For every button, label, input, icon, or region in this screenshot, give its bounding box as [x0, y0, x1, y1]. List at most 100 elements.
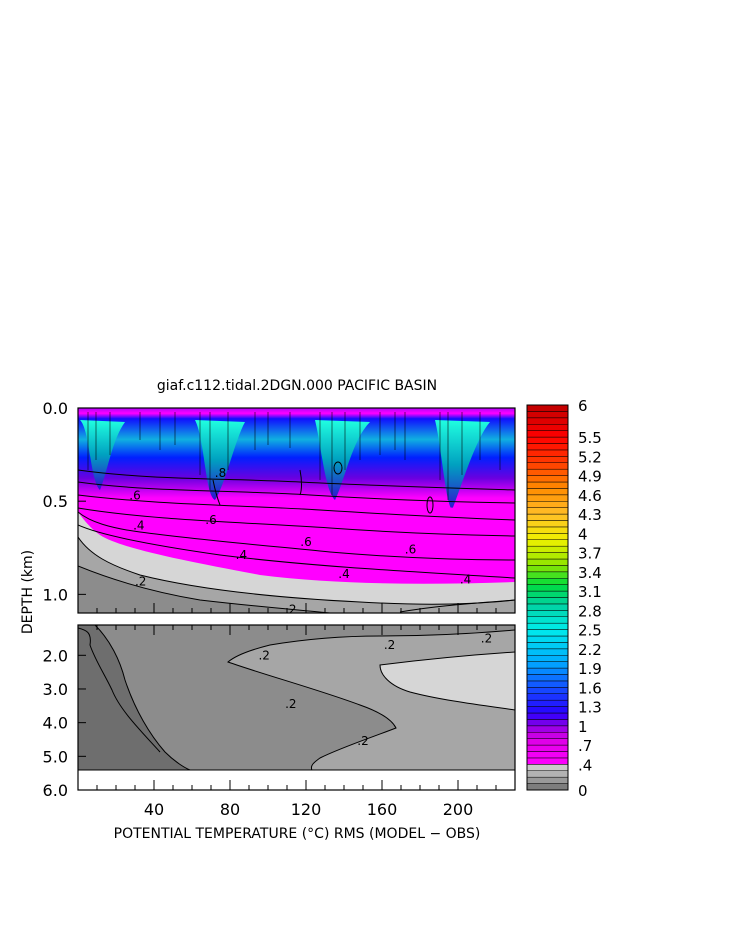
colorbar-swatch — [526, 706, 569, 714]
colorbar-swatch — [526, 545, 569, 553]
colorbar-swatch — [526, 481, 569, 489]
colorbar-swatch — [526, 680, 569, 688]
colorbar-swatch — [526, 552, 569, 560]
colorbar-swatch — [526, 712, 569, 720]
colorbar-swatch — [526, 667, 569, 675]
contour-label: .2 — [285, 602, 296, 616]
colorbar-swatch — [526, 699, 569, 707]
y-tick-label: 3.0 — [43, 680, 68, 699]
y-tick-label: 0.5 — [43, 492, 68, 511]
colorbar-label: 4 — [578, 525, 588, 543]
contour-label: .4 — [133, 518, 144, 532]
dark-gray-band — [78, 566, 330, 613]
colorbar-swatch — [526, 501, 569, 508]
colorbar-swatch — [526, 693, 569, 701]
colorbar-swatch — [526, 783, 569, 791]
colorbar-swatch — [526, 443, 569, 451]
colorbar-label: 2.2 — [578, 641, 602, 659]
x-tick-label: 160 — [367, 800, 398, 819]
colorbar-swatch — [526, 661, 569, 669]
colorbar-swatch — [526, 610, 569, 617]
surface-stripes — [87, 412, 501, 500]
colorbar-swatch — [526, 776, 569, 784]
contour-label: .2 — [258, 648, 269, 662]
colorbar-swatch — [526, 533, 569, 540]
contour-label: .2 — [384, 638, 395, 652]
lower-panel: .2 .2 .2 .2 .2 — [78, 625, 515, 770]
contour-label: .2 — [135, 574, 146, 588]
colorbar-swatch — [526, 674, 569, 682]
contour-label: .4 — [338, 567, 349, 581]
y-axis: 0.0 0.5 1.0 2.0 3.0 4.0 5.0 6.0 — [43, 399, 86, 800]
colorbar-swatch — [526, 468, 569, 476]
lower-deepest-gray — [78, 625, 190, 770]
colorbar-label: 2.5 — [578, 622, 602, 640]
colorbar-swatch — [526, 655, 569, 662]
colorbar-swatch — [526, 475, 569, 483]
colorbar-swatch — [526, 520, 569, 528]
colorbar-label: .4 — [578, 756, 592, 774]
colorbar-label: 3.7 — [578, 545, 602, 563]
colorbar-swatch — [526, 764, 569, 771]
colorbar-swatch — [526, 719, 569, 727]
colorbar-swatch — [526, 411, 569, 419]
upper-frame — [77, 407, 516, 614]
y-tick-label: 5.0 — [43, 747, 68, 766]
colorbar-label: 3.4 — [578, 564, 602, 582]
y-tick-label: 1.0 — [43, 585, 68, 604]
colorbar-swatch — [526, 462, 569, 470]
contour-label: .2 — [357, 734, 368, 748]
colorbar-swatch — [526, 751, 569, 759]
x-tick-label: 200 — [443, 800, 474, 819]
colorbar-label: 5.2 — [578, 448, 602, 466]
y-tick-label: 4.0 — [43, 714, 68, 733]
colorbar-swatch — [526, 565, 569, 573]
colorbar-swatch — [526, 417, 569, 425]
colorbar-swatch — [526, 744, 569, 752]
contour-label: .8 — [215, 466, 226, 480]
x-tick-label: 40 — [144, 800, 164, 819]
colorbar-label: 0 — [578, 782, 588, 800]
colorbar-label: 2.8 — [578, 602, 602, 620]
colorbar-label: 4.3 — [578, 506, 602, 524]
lower-contour-labels: .2 .2 .2 .2 .2 — [258, 631, 492, 748]
lower-blank-strip — [78, 770, 515, 790]
colorbar-label: 1 — [578, 718, 588, 736]
mid-gray-band — [78, 537, 515, 613]
colorbar-swatch — [526, 404, 569, 412]
lower-frame — [77, 624, 516, 791]
colorbar-swatch — [526, 616, 569, 624]
contour-label: .6 — [129, 489, 140, 503]
colorbar-swatch — [526, 424, 569, 431]
colorbar-swatch — [526, 629, 569, 637]
colorbar-swatch — [526, 738, 569, 746]
contour-label: .4 — [460, 572, 471, 586]
colorbar-swatch — [526, 436, 569, 444]
colorbar-label: 6 — [578, 397, 588, 415]
colorbar-swatch — [526, 494, 569, 502]
colorbar-swatch — [526, 558, 569, 566]
colorbar-swatch — [526, 449, 569, 457]
colorbar-label: 4.6 — [578, 487, 602, 505]
colorbar-swatch — [526, 757, 569, 765]
x-tick-label: 80 — [220, 800, 240, 819]
colorbar-swatch — [526, 456, 569, 464]
colorbar-swatch — [526, 725, 569, 733]
plume-2 — [195, 420, 245, 500]
contour-label: .2 — [285, 697, 296, 711]
upper-contour-labels: .6 .8 .6 .4 .4 .6 .6 .4 .4 .2 .2 — [129, 466, 471, 616]
contour-label: .6 — [300, 535, 311, 549]
colorbar-swatch — [526, 622, 569, 630]
colorbar: 0 .4.711.3 1.61.92.22.5 2.83.13.43.7 44.34.6… — [526, 397, 602, 800]
colorbar-swatch — [526, 590, 569, 598]
upper-panel: .6 .8 .6 .4 .4 .6 .6 .4 .4 .2 .2 — [78, 408, 515, 616]
x-axis-label: POTENTIAL TEMPERATURE (°C) RMS (MODEL − … — [114, 826, 481, 842]
plume-3 — [315, 420, 370, 500]
colorbar-label: 4.9 — [578, 468, 602, 486]
contour-label: .2 — [481, 631, 492, 645]
colorbar-swatch — [526, 430, 569, 438]
colorbar-label: .7 — [578, 737, 592, 755]
colorbar-label: 1.9 — [578, 660, 602, 678]
colorbar-swatch — [526, 732, 569, 739]
